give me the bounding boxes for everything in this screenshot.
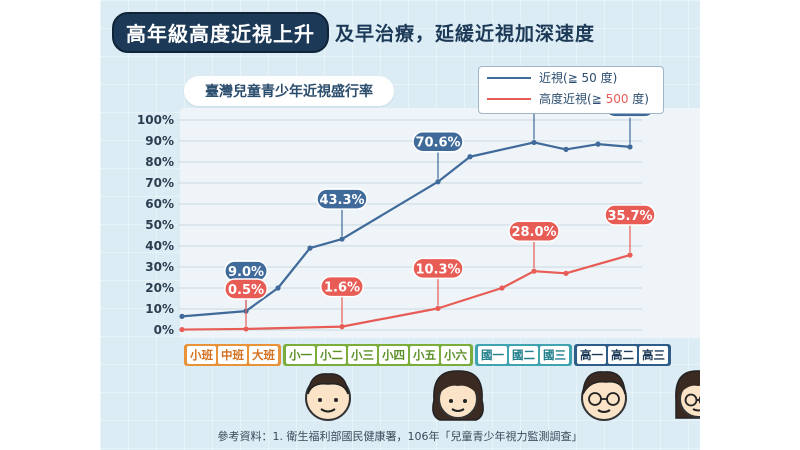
y-tick-label: 0% [154, 323, 174, 337]
stage-label: 小五 [410, 346, 439, 364]
stage-label: 小班 [187, 346, 216, 364]
y-tick-label: 30% [145, 260, 174, 274]
high-school-girl-icon [675, 370, 700, 419]
legend-swatch-high-myopia [487, 97, 531, 100]
stage-label: 高二 [608, 346, 637, 364]
y-tick-label: 100% [137, 113, 174, 127]
annotation-bubble [412, 257, 464, 280]
data-point [307, 245, 313, 251]
headline-rest: 及早治療，延緩近視加深速度 [335, 23, 596, 45]
annotation-label: 70.6% [415, 136, 460, 151]
legend-label-high-myopia-num: 500 [605, 92, 629, 106]
y-tick-label: 40% [145, 239, 174, 253]
data-point [435, 179, 441, 185]
legend-label-high-myopia-prefix: 高度近視(≧ [539, 92, 606, 106]
annotation-bubble [508, 220, 560, 242]
annotation-label: 43.3% [319, 193, 364, 208]
annotation-bubble [224, 278, 268, 300]
legend-item-high-myopia: 高度近視(≧ 500 度) [479, 88, 663, 109]
stage-label: 小三 [348, 346, 377, 364]
annotation-label: 0.5% [228, 283, 264, 298]
legend-label-high-myopia-suffix: 度) [628, 92, 649, 106]
data-point [595, 141, 601, 147]
preschool-boy-icon [305, 373, 351, 421]
y-tick-label: 70% [145, 176, 174, 190]
legend-label-high-myopia: 高度近視(≧ 500 度) [539, 90, 649, 107]
data-point [243, 326, 249, 332]
data-point [627, 144, 633, 150]
data-point [531, 139, 537, 146]
annotation-bubble [604, 204, 656, 226]
stage-label: 小六 [441, 346, 470, 364]
school-stage-bar: 小班 中班 大班 小一 小二 小三 小四 小五 小六 國一 國二 國三 高一 高二 高三 [184, 344, 673, 366]
data-point [339, 236, 345, 242]
series-line-1 [181, 253, 631, 331]
stage-label: 小二 [317, 346, 346, 364]
y-tick-label: 90% [145, 134, 174, 148]
data-point [467, 154, 473, 160]
stage-label: 高一 [577, 346, 606, 364]
legend-label-myopia: 近視(≧ 50 度) [539, 71, 618, 85]
stage-label: 國一 [478, 346, 507, 364]
annotation-label: 9.0% [228, 265, 264, 280]
data-point [499, 285, 505, 291]
stage-label: 國三 [540, 346, 569, 364]
stage-group: 小一 小二 小三 小四 小五 小六 [283, 344, 473, 366]
annotation-label: 28.0% [511, 225, 556, 240]
elementary-girl-icon [432, 370, 484, 421]
stage-label: 小四 [379, 346, 408, 364]
y-tick-label: 60% [145, 197, 174, 211]
data-point [275, 285, 281, 291]
y-tick-label: 10% [145, 302, 174, 316]
headline-highlight: 高年級高度近視上升 [112, 12, 329, 53]
chart-title: 臺灣兒童青少年近視盛行率 [184, 76, 394, 106]
annotation-bubble [320, 275, 364, 298]
legend: 近視(≧ 50 度) 高度近視(≧ 500 度) [478, 66, 664, 114]
data-point [339, 324, 345, 330]
stage-label: 高三 [639, 346, 668, 364]
y-tick-label: 80% [145, 155, 174, 169]
stage-label: 小一 [286, 346, 315, 364]
y-tick-label: 20% [145, 281, 174, 295]
faces-row [200, 366, 700, 426]
stage-group: 國一 國二 國三 [475, 344, 572, 366]
stage-label: 大班 [249, 346, 278, 364]
y-tick-label: 50% [145, 218, 174, 232]
annotation-bubble [412, 130, 464, 153]
data-point [179, 313, 185, 319]
junior-high-boy-icon [581, 371, 627, 421]
annotation-label: 35.7% [607, 209, 652, 224]
source-note: 參考資料：1. 衛生福利部國民健康署，106年「兒童青少年視力監測調查」 [217, 430, 583, 443]
data-point [531, 268, 537, 274]
stage-label: 中班 [218, 346, 247, 364]
data-point [563, 270, 569, 276]
annotation-label: 10.3% [415, 262, 460, 277]
stage-group: 小班 中班 大班 [184, 344, 281, 366]
data-point [563, 146, 569, 152]
stage-label: 國二 [509, 346, 538, 364]
legend-item-myopia: 近視(≧ 50 度) [479, 67, 663, 88]
data-point [435, 305, 441, 311]
legend-swatch-myopia [487, 76, 531, 79]
stage-group: 高一 高二 高三 [574, 344, 671, 366]
annotation-bubble [316, 188, 368, 210]
data-point [179, 326, 185, 333]
headline: 高年級高度近視上升 及早治療，延緩近視加深速度 [112, 12, 688, 53]
data-point [627, 252, 633, 258]
annotation-label: 1.6% [324, 281, 360, 296]
